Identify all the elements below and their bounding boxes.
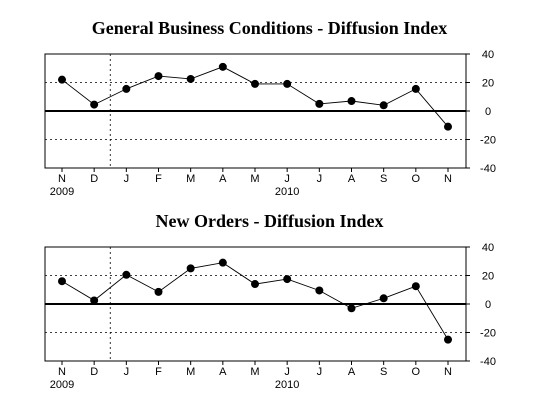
data-point — [90, 296, 99, 305]
x-tick-label: M — [250, 366, 259, 378]
year-label: 2010 — [275, 379, 299, 391]
x-tick-label: F — [155, 366, 162, 378]
y-tick-label: 0 — [485, 299, 491, 311]
data-point — [347, 97, 356, 106]
x-tick-label: N — [58, 366, 66, 378]
y-tick-label: -40 — [480, 163, 496, 175]
x-tick-label: O — [412, 366, 421, 378]
data-point — [122, 270, 131, 279]
y-tick-label: -20 — [480, 135, 496, 147]
series-line — [61, 262, 449, 340]
year-label: 2009 — [50, 186, 74, 198]
data-point — [218, 258, 227, 267]
y-tick-label: 40 — [482, 242, 494, 254]
year-label: 2009 — [50, 379, 74, 391]
data-point — [186, 74, 195, 83]
x-tick-label: J — [284, 366, 290, 378]
data-point — [90, 100, 99, 109]
data-point — [315, 99, 324, 108]
x-tick-label: N — [58, 173, 66, 185]
data-point — [58, 277, 66, 286]
x-tick-label: M — [186, 366, 195, 378]
x-tick-label: J — [317, 173, 323, 185]
x-tick-label: N — [444, 173, 452, 185]
y-tick-label: 0 — [485, 106, 491, 118]
data-point — [251, 79, 259, 88]
data-point — [186, 264, 195, 273]
x-tick-label: N — [444, 366, 452, 378]
data-point — [411, 84, 420, 93]
x-tick-label: J — [124, 366, 130, 378]
y-tick-label: -20 — [480, 328, 496, 340]
data-point — [444, 335, 452, 344]
x-tick-label: F — [155, 173, 162, 185]
chart-title: New Orders - Diffusion Index — [156, 211, 384, 231]
data-point — [218, 62, 227, 71]
data-point — [58, 75, 66, 84]
x-tick-label: A — [219, 173, 227, 185]
x-tick-label: A — [348, 173, 356, 185]
x-tick-label: S — [380, 366, 387, 378]
x-tick-label: S — [380, 173, 387, 185]
x-tick-label: M — [186, 173, 195, 185]
y-tick-label: 40 — [482, 49, 494, 61]
x-tick-label: J — [284, 173, 290, 185]
series-line — [61, 66, 449, 127]
data-point — [283, 79, 292, 88]
data-point — [411, 282, 420, 291]
x-tick-label: J — [317, 366, 323, 378]
x-tick-label: A — [348, 366, 356, 378]
data-point — [379, 101, 388, 110]
x-tick-label: O — [412, 173, 421, 185]
data-point — [154, 72, 163, 81]
chart-title: General Business Conditions - Diffusion … — [92, 18, 448, 38]
y-tick-label: 20 — [482, 271, 494, 283]
data-point — [315, 286, 324, 295]
year-label: 2010 — [275, 186, 299, 198]
data-point — [154, 287, 163, 296]
x-tick-label: D — [90, 173, 98, 185]
x-tick-label: D — [90, 366, 98, 378]
y-tick-label: 20 — [482, 78, 494, 90]
data-point — [122, 84, 131, 93]
data-point — [379, 294, 388, 303]
data-point — [283, 275, 292, 284]
x-tick-label: A — [219, 366, 227, 378]
data-point — [347, 304, 356, 313]
data-point — [444, 122, 452, 131]
x-tick-label: M — [250, 173, 259, 185]
data-point — [251, 280, 259, 289]
y-tick-label: -40 — [480, 356, 496, 368]
x-tick-label: J — [124, 173, 130, 185]
